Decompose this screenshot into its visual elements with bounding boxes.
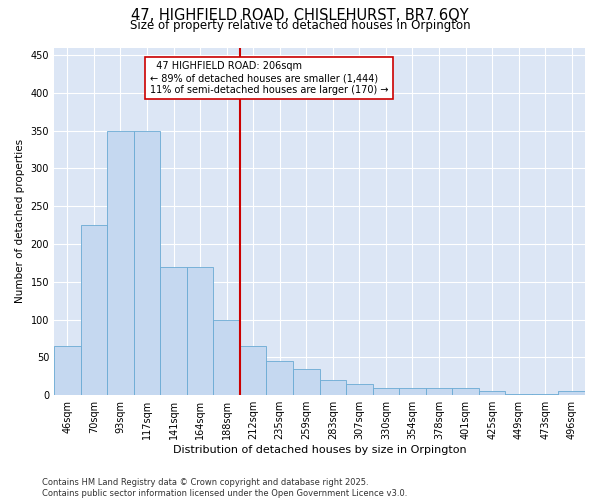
Y-axis label: Number of detached properties: Number of detached properties [15,140,25,304]
Bar [107,130,134,395]
Bar [160,266,187,395]
Text: Contains HM Land Registry data © Crown copyright and database right 2025.
Contai: Contains HM Land Registry data © Crown c… [42,478,407,498]
Bar [426,388,452,395]
Bar [559,392,585,395]
Bar [452,388,479,395]
Bar [532,394,559,395]
Text: 47, HIGHFIELD ROAD, CHISLEHURST, BR7 6QY: 47, HIGHFIELD ROAD, CHISLEHURST, BR7 6QY [131,8,469,22]
Bar [505,394,532,395]
Bar [399,388,426,395]
Bar [346,384,373,395]
Bar [293,369,320,395]
Bar [134,130,160,395]
Text: 47 HIGHFIELD ROAD: 206sqm
← 89% of detached houses are smaller (1,444)
11% of se: 47 HIGHFIELD ROAD: 206sqm ← 89% of detac… [149,62,388,94]
Bar [373,388,399,395]
Bar [214,320,240,395]
Bar [479,392,505,395]
X-axis label: Distribution of detached houses by size in Orpington: Distribution of detached houses by size … [173,445,466,455]
Text: Size of property relative to detached houses in Orpington: Size of property relative to detached ho… [130,18,470,32]
Bar [187,266,214,395]
Bar [320,380,346,395]
Bar [266,361,293,395]
Bar [80,225,107,395]
Bar [54,346,80,395]
Bar [240,346,266,395]
